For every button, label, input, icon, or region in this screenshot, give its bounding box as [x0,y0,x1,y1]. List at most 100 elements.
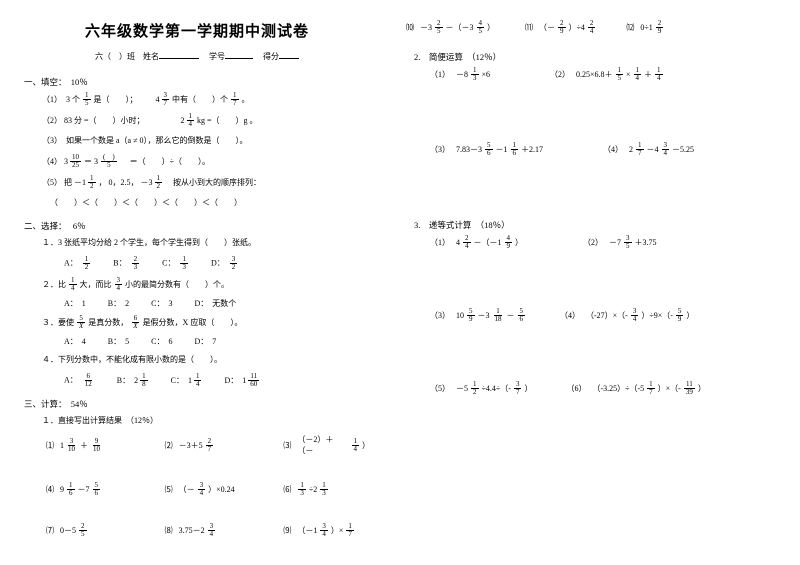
student-info: 六（ ）班 姓名 学号 得分 [24,51,370,62]
opt: B： 5 [108,336,129,347]
q1-1: （1） 3 个 15 是（ ）； 437 中有（ ）个 17 。 [42,92,370,107]
text: 是（ ）； [94,93,138,107]
opt: B： 218 [117,373,149,388]
name-blank [159,58,199,59]
fraction: 34 [115,277,123,292]
section-3-heading: 三、计算： 54％ [24,398,370,410]
num: ⑶ [283,440,291,451]
opt: D： 无数个 [194,298,236,309]
fraction: 5X [77,315,85,330]
exam-title: 六年级数学第一学期期中测试卷 [24,20,370,41]
opt: B： 2 [108,298,129,309]
num: ⑺ [46,525,54,536]
q2-4-opts: A： 612 B： 218 C： 114 D： 11160 [64,373,370,388]
text [120,155,128,169]
num: ⑹ [283,484,291,495]
text: （5） 把 [42,176,72,190]
num: （3） [430,144,450,155]
right-column: ⑽－325－（－345） ⑾（－29）÷424 ⑿0÷129 2. 简便运算 （… [400,20,776,542]
num: ⑴ [46,440,54,451]
num: （1） [430,237,450,248]
s3-2-heading: 2. 简便运算 （12％） [414,51,776,63]
text: 是真分数， [88,316,128,330]
calc-row-3: ⑺0－525 ⑻3.75－234 ⑼（－134）×17 [46,523,370,538]
opt: D： 11160 [224,373,260,388]
mixed: －112 [74,175,97,190]
q2-2: ２．比 14 大，而比 34 小的最简分数有（ ）个。 [42,277,370,292]
opt: A： 612 [64,373,95,388]
text: 小的最简分数有（ ）个。 [125,278,229,292]
text: 大，而比 [80,278,112,292]
opt: D： 7 [194,336,216,347]
opt: A： 1 [64,298,86,309]
num: （5） [430,383,450,394]
fraction: 15 [83,92,91,107]
num: （2） [583,237,603,248]
num: （1） [430,69,450,80]
num: （4） [560,310,580,321]
q2-2-opts: A： 1 B： 2 C： 3 D： 无数个 [64,298,370,309]
num: ⑸ [165,484,173,495]
opt: A： 4 [64,336,86,347]
fraction: 14 [69,277,77,292]
q2-3-opts: A： 4 B： 5 C： 6 D： 7 [64,336,370,347]
opt: A： 12 [64,256,91,271]
text: 按从小到大的顺序排列： [165,176,261,190]
q2-4: ４．下列分数中，不能化成有限小数的是（ ）。 [42,353,370,367]
text: ３．要使 [42,316,74,330]
text: （1） 3 个 [42,93,80,107]
q1-2: （2） 83 分 =（ ）小时； 214 kg =（ ）g 。 [42,113,370,128]
num: （4） [603,144,623,155]
exam-page: 六年级数学第一学期期中测试卷 六（ ）班 姓名 学号 得分 一、填空： 10％ … [0,0,800,550]
opt: C： 3 [151,298,172,309]
text: ＝ 3 [84,155,98,169]
left-column: 六年级数学第一学期期中测试卷 六（ ）班 姓名 学号 得分 一、填空： 10％ … [24,20,400,542]
num: ⑷ [46,484,54,495]
fraction: ( )5 [101,154,117,169]
q1-4: （4） 31025 ＝ 3 ( )5 ＝（ ）÷（ ）。 [42,154,370,169]
text: ２．比 [42,278,66,292]
simp-row-2: （3）7.83－356－116＋2.17 （4）217－434－5.25 [406,142,776,157]
text: 中有（ ）个 [172,93,228,107]
num: ⑾ [525,22,533,33]
text: 是假分数，X 应取（ ）。 [143,316,243,330]
score-blank [279,58,299,59]
q2-3: ３．要使 5X 是真分数， 6X 是假分数，X 应取（ ）。 [42,315,370,330]
q1-5-order: （ ）＜（ ）＜（ ）＜（ ）＜（ ） [50,196,370,210]
sid-blank [225,58,253,59]
q2-1-opts: A： 12 B： 23 C： 13 D： 32 [64,256,370,271]
score-label: 得分 [255,52,279,61]
sid-label: 学号 [201,52,225,61]
num: ⑻ [165,525,173,536]
num: ⑽ [406,22,414,33]
num: （6） [566,383,586,394]
mixed: 437 [156,92,171,107]
s3-3-heading: 3. 递等式计算 （18％） [414,219,776,231]
step-row-2: （3）1059－3118－56 （4）（-27）×（-34）÷9×（-59） [406,308,776,323]
q1-3: （3） 如果一个数是 a（a ≠ 0），那么它的倒数是（ ）。 [42,134,370,148]
calc-row-1: ⑴1310＋910 ⑵－3＋527 ⑶（－2）＋（－14） [46,434,370,456]
mixed: －312 [141,175,164,190]
text: ， 0，2.5， [99,176,139,190]
step-row-1: （1）424－（－149） （2）－735＋3.75 [406,235,776,250]
text: 。 [242,93,250,107]
opt: C： 6 [151,336,172,347]
simp-row-1: （1）－813×6 （2）0.25×6.8＋15×14＋14 [406,67,776,82]
num: ⑼ [283,525,291,536]
num: ⑿ [626,22,634,33]
class-label: 六（ ）班 姓名 [95,52,159,61]
text: （4） [42,155,62,169]
step-row-3: （5）－512÷4.4÷（-37） （6）（-3.25）÷（-517）×（-11… [406,381,776,396]
text: ＝（ ）÷（ ）。 [130,155,210,169]
fraction: 6X [131,315,139,330]
opt: C： 114 [171,373,203,388]
mixed: 214 [181,113,196,128]
opt: D： 32 [211,256,238,271]
text: （2） 83 分 =（ ）小时； [42,114,145,128]
mixed: 31025 [64,154,82,169]
num: （3） [430,310,450,321]
text: kg =（ ）g 。 [197,114,258,128]
opt: C： 13 [162,256,189,271]
section-2-heading: 二、选择： 6％ [24,220,370,232]
num: ⑵ [165,440,173,451]
